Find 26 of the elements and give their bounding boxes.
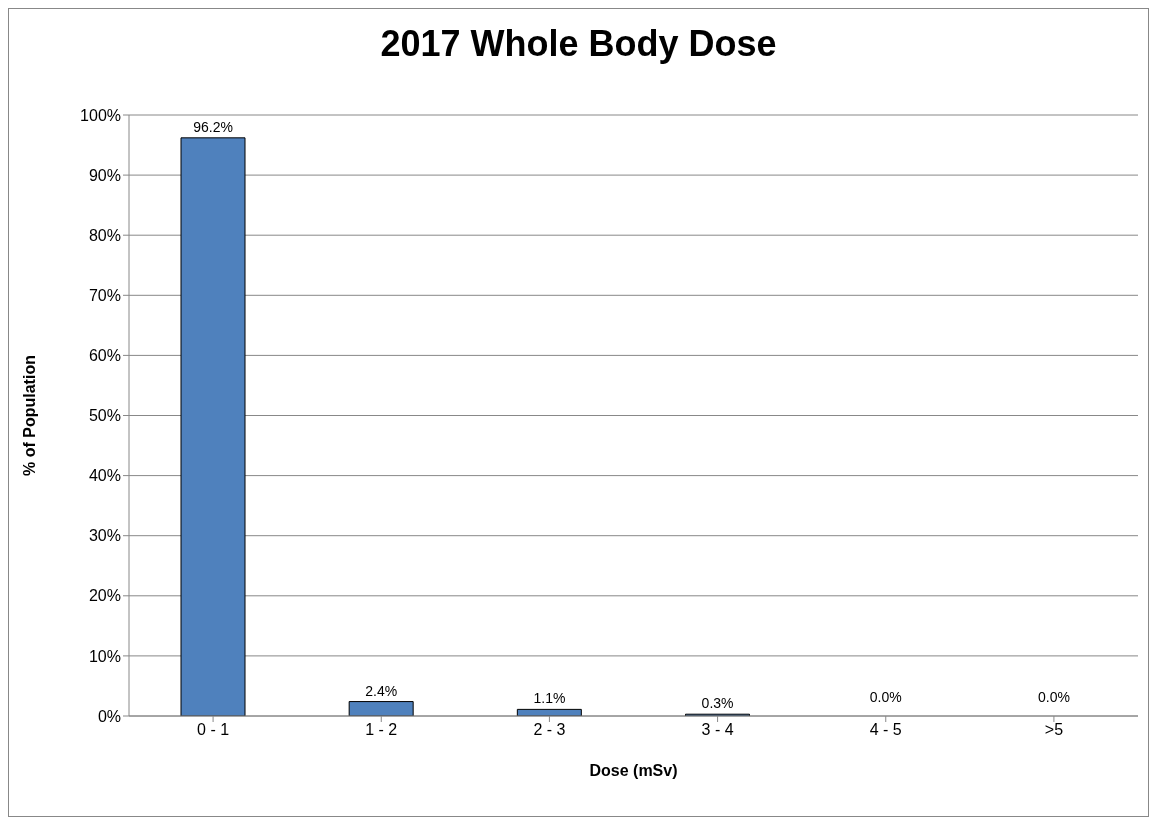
- data-label: 1.1%: [533, 690, 566, 707]
- x-tick-label: 1 - 2: [365, 721, 398, 739]
- x-tick-label: >5: [1044, 721, 1064, 739]
- y-tick-label: 0%: [97, 707, 121, 725]
- y-tick-label: 20%: [88, 587, 121, 605]
- y-tick-label: 90%: [88, 166, 121, 184]
- x-axis-title: Dose (mSv): [589, 762, 678, 779]
- y-tick-label: 30%: [88, 527, 121, 545]
- chart-title: 2017 Whole Body Dose: [379, 23, 778, 65]
- x-tick-label: 2 - 3: [533, 721, 566, 739]
- data-label: 0.0%: [1037, 689, 1070, 705]
- x-tick-label: 4 - 5: [869, 721, 902, 739]
- y-tick-label: 50%: [88, 407, 121, 425]
- data-label: 2.4%: [365, 682, 398, 699]
- y-tick-label: 40%: [88, 467, 121, 485]
- data-label: 0.0%: [869, 689, 902, 705]
- y-tick-label: 70%: [88, 286, 121, 304]
- data-label: 0.3%: [701, 695, 734, 712]
- y-tick-label: 80%: [88, 226, 121, 244]
- x-tick-label: 3 - 4: [701, 721, 734, 739]
- y-tick-label: 100%: [80, 106, 121, 124]
- y-tick-label: 60%: [88, 347, 121, 365]
- data-label: 96.2%: [193, 118, 233, 135]
- x-tick-label: 0 - 1: [197, 721, 230, 739]
- y-tick-label: 10%: [88, 647, 121, 665]
- y-axis-title: % of Population: [20, 355, 38, 476]
